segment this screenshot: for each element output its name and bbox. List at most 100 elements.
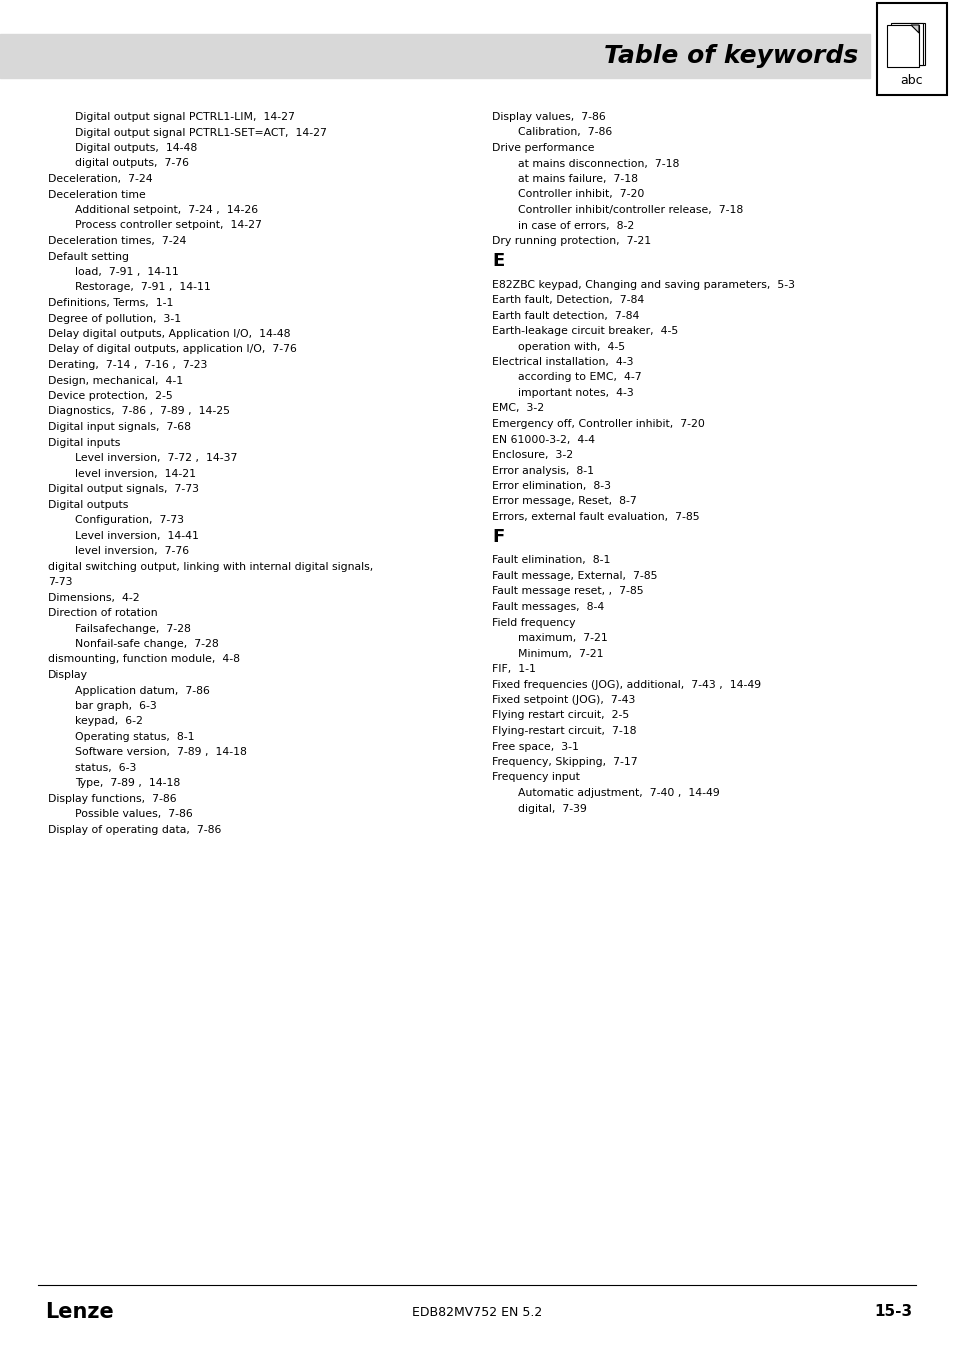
- Text: Error analysis,  8-1: Error analysis, 8-1: [492, 466, 594, 475]
- Text: in case of errors,  8-2: in case of errors, 8-2: [517, 220, 634, 231]
- Text: according to EMC,  4-7: according to EMC, 4-7: [517, 373, 641, 382]
- Text: important notes,  4-3: important notes, 4-3: [517, 387, 633, 398]
- Text: Digital outputs,  14-48: Digital outputs, 14-48: [75, 143, 197, 153]
- Text: E82ZBC keypad, Changing and saving parameters,  5-3: E82ZBC keypad, Changing and saving param…: [492, 279, 794, 289]
- Text: Process controller setpoint,  14-27: Process controller setpoint, 14-27: [75, 220, 262, 231]
- Bar: [892, 23, 924, 65]
- Text: Dimensions,  4-2: Dimensions, 4-2: [48, 593, 139, 602]
- Text: digital,  7-39: digital, 7-39: [517, 803, 586, 814]
- Text: Failsafechange,  7-28: Failsafechange, 7-28: [75, 624, 191, 633]
- Text: Deceleration times,  7-24: Deceleration times, 7-24: [48, 236, 186, 246]
- Text: Flying-restart circuit,  7-18: Flying-restart circuit, 7-18: [492, 726, 636, 736]
- Text: dismounting, function module,  4-8: dismounting, function module, 4-8: [48, 655, 240, 664]
- Text: Earth-leakage circuit breaker,  4-5: Earth-leakage circuit breaker, 4-5: [492, 325, 678, 336]
- Text: digital outputs,  7-76: digital outputs, 7-76: [75, 158, 189, 169]
- Text: maximum,  7-21: maximum, 7-21: [517, 633, 607, 643]
- Text: Design, mechanical,  4-1: Design, mechanical, 4-1: [48, 375, 183, 386]
- Text: Error message, Reset,  8-7: Error message, Reset, 8-7: [492, 497, 636, 506]
- Text: EN 61000-3-2,  4-4: EN 61000-3-2, 4-4: [492, 435, 595, 444]
- Text: Error elimination,  8-3: Error elimination, 8-3: [492, 481, 610, 491]
- Text: Display of operating data,  7-86: Display of operating data, 7-86: [48, 825, 221, 836]
- Text: Digital inputs: Digital inputs: [48, 437, 120, 447]
- Text: E: E: [492, 251, 504, 270]
- Bar: [886, 26, 918, 68]
- Text: Digital output signal PCTRL1-LIM,  14-27: Digital output signal PCTRL1-LIM, 14-27: [75, 112, 294, 122]
- Text: Automatic adjustment,  7-40 ,  14-49: Automatic adjustment, 7-40 , 14-49: [517, 788, 719, 798]
- Text: Display: Display: [48, 670, 88, 680]
- Text: Additional setpoint,  7-24 ,  14-26: Additional setpoint, 7-24 , 14-26: [75, 205, 258, 215]
- Text: Controller inhibit/controller release,  7-18: Controller inhibit/controller release, 7…: [517, 205, 742, 215]
- Text: digital switching output, linking with internal digital signals,: digital switching output, linking with i…: [48, 562, 373, 571]
- Text: Fault elimination,  8-1: Fault elimination, 8-1: [492, 555, 610, 566]
- Text: Dry running protection,  7-21: Dry running protection, 7-21: [492, 236, 651, 246]
- Text: Display values,  7-86: Display values, 7-86: [492, 112, 605, 122]
- Text: Possible values,  7-86: Possible values, 7-86: [75, 810, 193, 819]
- Text: at mains disconnection,  7-18: at mains disconnection, 7-18: [517, 158, 679, 169]
- Text: Fixed frequencies (JOG), additional,  7-43 ,  14-49: Fixed frequencies (JOG), additional, 7-4…: [492, 679, 760, 690]
- Text: EMC,  3-2: EMC, 3-2: [492, 404, 543, 413]
- Text: at mains failure,  7-18: at mains failure, 7-18: [517, 174, 638, 184]
- Text: Earth fault, Detection,  7-84: Earth fault, Detection, 7-84: [492, 296, 643, 305]
- Text: Definitions, Terms,  1-1: Definitions, Terms, 1-1: [48, 298, 173, 308]
- Text: bar graph,  6-3: bar graph, 6-3: [75, 701, 156, 711]
- Text: FIF,  1-1: FIF, 1-1: [492, 664, 536, 674]
- Text: Restorage,  7-91 ,  14-11: Restorage, 7-91 , 14-11: [75, 282, 211, 293]
- Text: Direction of rotation: Direction of rotation: [48, 608, 157, 618]
- Text: Device protection,  2-5: Device protection, 2-5: [48, 392, 172, 401]
- Text: Emergency off, Controller inhibit,  7-20: Emergency off, Controller inhibit, 7-20: [492, 418, 704, 429]
- Text: Deceleration time: Deceleration time: [48, 189, 146, 200]
- Text: Flying restart circuit,  2-5: Flying restart circuit, 2-5: [492, 710, 629, 721]
- Text: operation with,  4-5: operation with, 4-5: [517, 342, 624, 351]
- Text: Enclosure,  3-2: Enclosure, 3-2: [492, 450, 573, 460]
- Text: Digital output signals,  7-73: Digital output signals, 7-73: [48, 485, 199, 494]
- Text: Nonfail-safe change,  7-28: Nonfail-safe change, 7-28: [75, 639, 218, 649]
- Bar: [876, 3, 946, 95]
- Text: status,  6-3: status, 6-3: [75, 763, 136, 774]
- Text: level inversion,  7-76: level inversion, 7-76: [75, 545, 189, 556]
- Text: Digital output signal PCTRL1-SET=ACT,  14-27: Digital output signal PCTRL1-SET=ACT, 14…: [75, 127, 327, 138]
- Text: Errors, external fault evaluation,  7-85: Errors, external fault evaluation, 7-85: [492, 512, 699, 522]
- Text: keypad,  6-2: keypad, 6-2: [75, 717, 143, 726]
- Bar: [0, 34, 869, 78]
- Text: Display functions,  7-86: Display functions, 7-86: [48, 794, 176, 805]
- Text: EDB82MV752 EN 5.2: EDB82MV752 EN 5.2: [412, 1305, 541, 1319]
- Text: Fault message, External,  7-85: Fault message, External, 7-85: [492, 571, 657, 580]
- Text: F: F: [492, 528, 504, 545]
- Text: Calibration,  7-86: Calibration, 7-86: [517, 127, 612, 138]
- Text: Drive performance: Drive performance: [492, 143, 594, 153]
- Text: Level inversion,  14-41: Level inversion, 14-41: [75, 531, 198, 540]
- Text: Frequency input: Frequency input: [492, 772, 579, 783]
- Text: Type,  7-89 ,  14-18: Type, 7-89 , 14-18: [75, 779, 180, 788]
- Text: Earth fault detection,  7-84: Earth fault detection, 7-84: [492, 310, 639, 320]
- Text: Delay digital outputs, Application I/O,  14-48: Delay digital outputs, Application I/O, …: [48, 329, 291, 339]
- Text: load,  7-91 ,  14-11: load, 7-91 , 14-11: [75, 267, 178, 277]
- Text: Application datum,  7-86: Application datum, 7-86: [75, 686, 210, 695]
- Text: Free space,  3-1: Free space, 3-1: [492, 741, 578, 752]
- Text: Controller inhibit,  7-20: Controller inhibit, 7-20: [517, 189, 643, 200]
- Text: Fault message reset, ,  7-85: Fault message reset, , 7-85: [492, 586, 643, 597]
- Text: Frequency, Skipping,  7-17: Frequency, Skipping, 7-17: [492, 757, 637, 767]
- Text: Level inversion,  7-72 ,  14-37: Level inversion, 7-72 , 14-37: [75, 454, 237, 463]
- Text: Operating status,  8-1: Operating status, 8-1: [75, 732, 194, 742]
- Text: Deceleration,  7-24: Deceleration, 7-24: [48, 174, 152, 184]
- Text: 15-3: 15-3: [873, 1304, 911, 1319]
- Text: Diagnostics,  7-86 ,  7-89 ,  14-25: Diagnostics, 7-86 , 7-89 , 14-25: [48, 406, 230, 417]
- Polygon shape: [910, 26, 918, 32]
- Text: Field frequency: Field frequency: [492, 617, 575, 628]
- Text: Fault messages,  8-4: Fault messages, 8-4: [492, 602, 603, 612]
- Text: Digital input signals,  7-68: Digital input signals, 7-68: [48, 423, 191, 432]
- Text: Fixed setpoint (JOG),  7-43: Fixed setpoint (JOG), 7-43: [492, 695, 635, 705]
- Text: Delay of digital outputs, application I/O,  7-76: Delay of digital outputs, application I/…: [48, 344, 296, 355]
- Text: Default setting: Default setting: [48, 251, 129, 262]
- Text: Electrical installation,  4-3: Electrical installation, 4-3: [492, 356, 633, 367]
- Text: Derating,  7-14 ,  7-16 ,  7-23: Derating, 7-14 , 7-16 , 7-23: [48, 360, 207, 370]
- Text: Lenze: Lenze: [45, 1301, 113, 1322]
- Text: Digital outputs: Digital outputs: [48, 500, 129, 509]
- Text: abc: abc: [900, 73, 923, 86]
- Text: Configuration,  7-73: Configuration, 7-73: [75, 514, 184, 525]
- Text: Software version,  7-89 ,  14-18: Software version, 7-89 , 14-18: [75, 748, 247, 757]
- Bar: [890, 23, 923, 65]
- Text: Degree of pollution,  3-1: Degree of pollution, 3-1: [48, 313, 181, 324]
- Text: Minimum,  7-21: Minimum, 7-21: [517, 648, 603, 659]
- Text: level inversion,  14-21: level inversion, 14-21: [75, 468, 195, 478]
